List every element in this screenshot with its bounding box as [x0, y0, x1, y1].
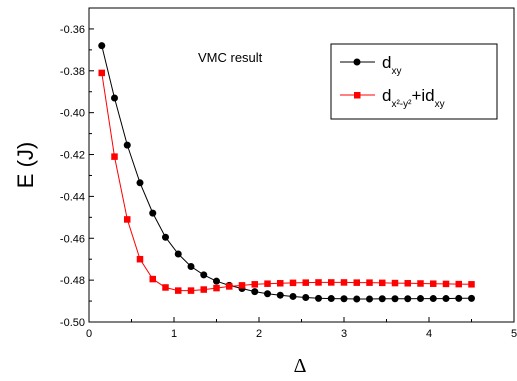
y-tick-label: -0.42: [60, 150, 85, 162]
data-point-square: [417, 280, 424, 287]
data-point-square: [251, 281, 258, 288]
series-layer: [98, 42, 475, 303]
data-point-circle: [315, 294, 322, 302]
data-point-square: [111, 153, 118, 160]
data-point-square: [162, 284, 169, 291]
x-axis: 0 1 2 3 4 5: [86, 317, 517, 340]
legend-dx2y2-sub2: xy: [435, 99, 445, 110]
data-point-circle: [404, 295, 412, 303]
data-point-square: [98, 69, 105, 77]
data-point-circle: [174, 250, 182, 258]
y-axis-label: E (J): [13, 142, 38, 188]
x-tick-label: 3: [341, 328, 347, 340]
data-point-circle: [251, 288, 259, 296]
legend-label-dxy: dxy: [382, 53, 401, 77]
x-tick-label: 4: [426, 328, 432, 340]
x-tick-label: 5: [511, 328, 517, 340]
data-point-square: [379, 279, 386, 287]
data-point-circle: [111, 94, 118, 102]
y-tick-label: -0.46: [60, 233, 85, 245]
x-tick-label: 2: [256, 328, 262, 340]
legend-dx2y2-mid: +id: [411, 86, 434, 105]
data-point-circle: [187, 263, 195, 271]
data-point-square: [238, 282, 246, 289]
data-point-square: [124, 216, 131, 223]
data-point-circle: [149, 209, 157, 217]
y-tick-label: -0.50: [60, 317, 85, 329]
y-axis: -0.50 -0.48 -0.46 -0.44 -0.42 -0.40 -0.38 -0.36: [60, 24, 94, 329]
data-point-square: [442, 280, 450, 288]
data-point-circle: [123, 141, 131, 149]
data-point-circle: [276, 291, 284, 299]
data-point-circle: [366, 295, 373, 303]
x-tick-label: 0: [86, 328, 92, 340]
data-point-square: [455, 280, 462, 288]
legend-marker-dxy: [353, 58, 361, 66]
legend-dxy-main: d: [382, 53, 391, 72]
y-tick-label: -0.36: [60, 24, 85, 36]
data-point-circle: [391, 295, 399, 303]
data-point-circle: [455, 294, 463, 302]
x-tick-label: 1: [171, 328, 177, 340]
data-point-circle: [289, 292, 297, 300]
data-point-square: [328, 279, 335, 286]
x-axis-label: Δ: [294, 355, 307, 377]
data-point-square: [404, 280, 411, 287]
data-point-square: [136, 255, 144, 263]
data-point-square: [302, 279, 309, 286]
annotation-vmc-result: VMC result: [198, 50, 263, 65]
data-point-square: [149, 275, 156, 283]
data-point-square: [187, 287, 195, 294]
data-point-square: [353, 279, 360, 286]
data-point-square: [175, 287, 182, 294]
data-point-circle: [442, 295, 450, 303]
data-point-circle: [200, 271, 208, 279]
legend-marker-dx2y2: [354, 92, 361, 99]
data-point-square: [200, 286, 207, 293]
data-point-square: [391, 279, 399, 287]
data-point-circle: [353, 295, 361, 303]
data-point-square: [366, 279, 373, 286]
legend-dxy-sub: xy: [391, 66, 401, 77]
data-point-circle: [302, 294, 310, 302]
data-point-square: [430, 280, 437, 287]
data-point-square: [264, 280, 271, 287]
y-tick-label: -0.48: [60, 275, 85, 287]
data-point-square: [226, 283, 233, 290]
data-point-circle: [417, 295, 424, 303]
data-point-circle: [327, 295, 335, 303]
y-tick-label: -0.40: [60, 108, 85, 120]
data-point-square: [340, 279, 348, 286]
data-point-circle: [213, 277, 220, 285]
legend: dxy dx²-y²+idxy: [330, 43, 498, 120]
legend-label-dx2y2: dx²-y²+idxy: [382, 86, 445, 110]
data-point-circle: [468, 294, 475, 302]
data-point-circle: [429, 295, 437, 303]
legend-dx2y2-sub: x²-y²: [391, 99, 412, 110]
data-point-square: [315, 279, 322, 286]
data-point-circle: [264, 290, 271, 298]
data-point-circle: [98, 42, 106, 50]
data-point-square: [277, 280, 284, 287]
data-point-circle: [378, 295, 386, 303]
data-point-circle: [136, 179, 144, 187]
data-point-circle: [162, 233, 169, 241]
data-point-square: [213, 284, 220, 292]
data-point-circle: [340, 295, 348, 303]
data-point-square: [289, 279, 297, 287]
y-tick-label: -0.38: [60, 66, 85, 78]
legend-box: [330, 43, 498, 120]
y-tick-label: -0.44: [60, 191, 85, 203]
legend-dx2y2-main: d: [382, 86, 391, 105]
data-point-square: [468, 281, 475, 288]
